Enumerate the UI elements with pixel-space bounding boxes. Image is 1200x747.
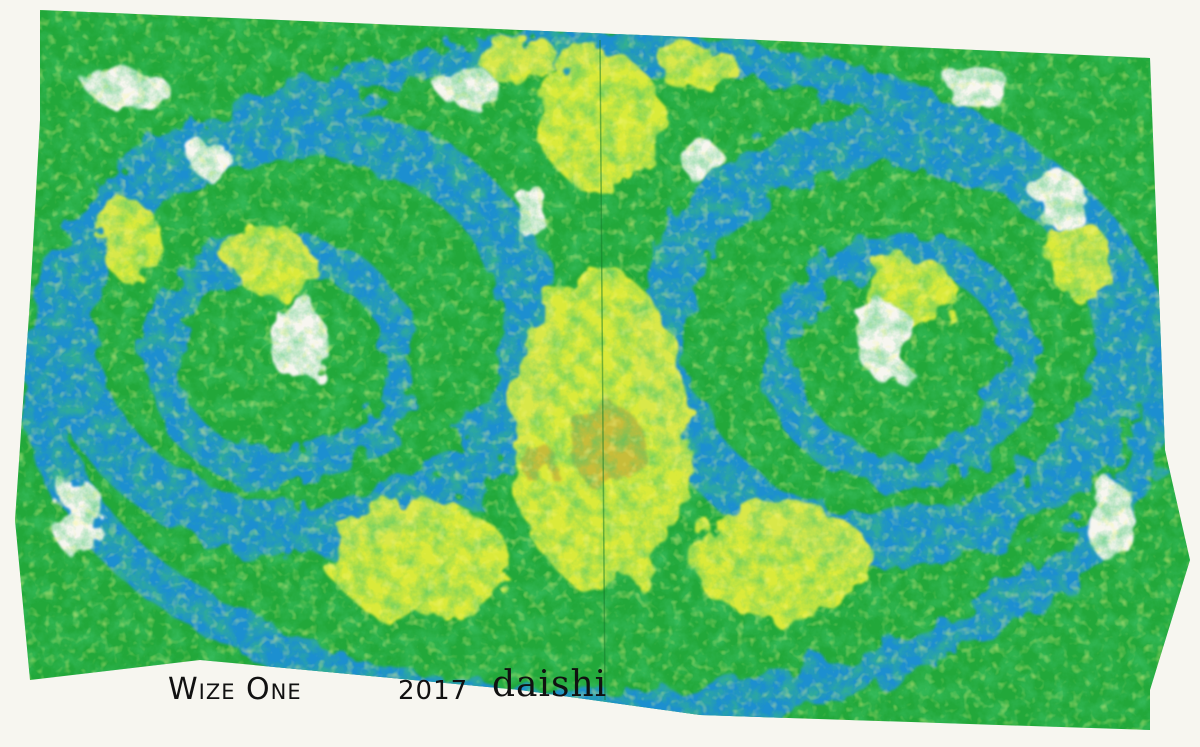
artwork-title: Wize One (168, 672, 302, 707)
artwork-year: 2017 (398, 676, 469, 706)
artist-signature: daishi (492, 664, 608, 705)
